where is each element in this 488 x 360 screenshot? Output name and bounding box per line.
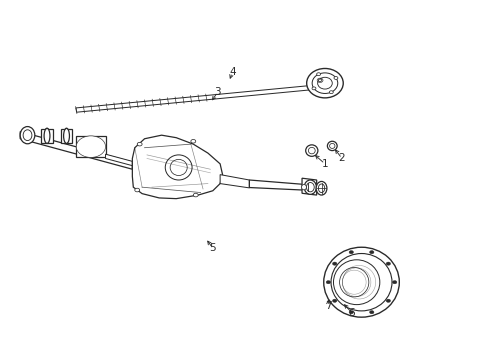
Ellipse shape bbox=[348, 311, 353, 314]
Ellipse shape bbox=[329, 91, 332, 94]
Ellipse shape bbox=[333, 77, 337, 80]
Ellipse shape bbox=[308, 147, 315, 154]
Ellipse shape bbox=[386, 299, 390, 302]
Ellipse shape bbox=[137, 142, 142, 146]
Ellipse shape bbox=[323, 247, 399, 317]
Polygon shape bbox=[220, 175, 249, 188]
Polygon shape bbox=[105, 154, 132, 166]
Polygon shape bbox=[61, 129, 72, 143]
Text: 4: 4 bbox=[228, 67, 235, 77]
Text: 3: 3 bbox=[214, 87, 221, 97]
Polygon shape bbox=[76, 136, 105, 157]
Ellipse shape bbox=[190, 139, 195, 143]
Ellipse shape bbox=[317, 77, 331, 89]
Polygon shape bbox=[76, 85, 312, 112]
Ellipse shape bbox=[327, 141, 336, 150]
Ellipse shape bbox=[369, 311, 373, 314]
Ellipse shape bbox=[135, 188, 140, 192]
Ellipse shape bbox=[304, 180, 316, 194]
Text: 7: 7 bbox=[325, 301, 331, 311]
Ellipse shape bbox=[23, 130, 32, 140]
Ellipse shape bbox=[332, 299, 336, 302]
Ellipse shape bbox=[301, 184, 306, 190]
Ellipse shape bbox=[63, 129, 69, 143]
Ellipse shape bbox=[318, 184, 324, 193]
Ellipse shape bbox=[63, 129, 69, 143]
Ellipse shape bbox=[332, 262, 336, 265]
Ellipse shape bbox=[306, 68, 343, 98]
Ellipse shape bbox=[339, 267, 368, 297]
Polygon shape bbox=[132, 135, 222, 199]
Ellipse shape bbox=[386, 262, 390, 265]
Polygon shape bbox=[249, 180, 303, 190]
Ellipse shape bbox=[333, 260, 379, 305]
Ellipse shape bbox=[318, 79, 321, 82]
Ellipse shape bbox=[311, 87, 315, 90]
Ellipse shape bbox=[86, 140, 96, 153]
Ellipse shape bbox=[392, 280, 396, 284]
Ellipse shape bbox=[76, 136, 105, 157]
Ellipse shape bbox=[193, 193, 198, 197]
Ellipse shape bbox=[44, 129, 50, 143]
Polygon shape bbox=[41, 129, 53, 143]
Ellipse shape bbox=[325, 280, 330, 284]
Text: 2: 2 bbox=[338, 153, 345, 163]
Text: 6: 6 bbox=[348, 308, 354, 318]
Ellipse shape bbox=[83, 137, 98, 157]
Ellipse shape bbox=[165, 155, 192, 180]
Ellipse shape bbox=[44, 129, 50, 143]
Polygon shape bbox=[20, 132, 132, 169]
Text: 5: 5 bbox=[209, 243, 216, 253]
Ellipse shape bbox=[316, 73, 320, 76]
Ellipse shape bbox=[170, 159, 187, 176]
Ellipse shape bbox=[306, 183, 314, 192]
Ellipse shape bbox=[316, 181, 326, 195]
Ellipse shape bbox=[20, 127, 35, 144]
Polygon shape bbox=[302, 178, 316, 195]
Ellipse shape bbox=[305, 145, 317, 156]
Ellipse shape bbox=[311, 73, 337, 94]
Ellipse shape bbox=[330, 253, 391, 311]
Text: 1: 1 bbox=[321, 159, 327, 169]
Ellipse shape bbox=[369, 251, 373, 254]
Ellipse shape bbox=[329, 143, 334, 148]
Ellipse shape bbox=[348, 251, 353, 254]
